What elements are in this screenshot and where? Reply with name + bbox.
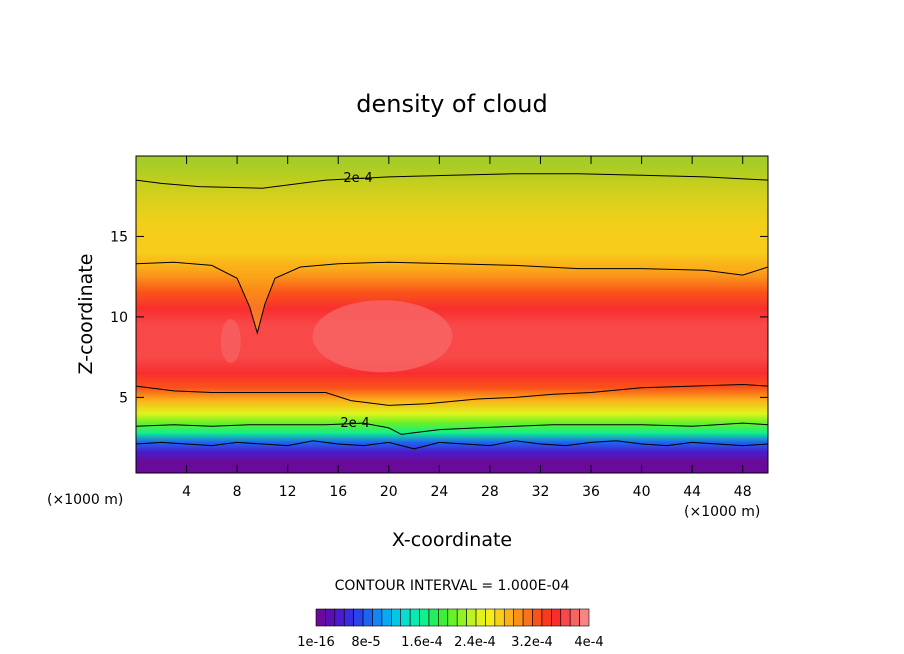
x-tick-label: 48 bbox=[734, 484, 752, 500]
colorbar-swatch bbox=[522, 608, 533, 627]
x-tick-label: 20 bbox=[380, 484, 398, 500]
colorbar-swatch bbox=[315, 608, 326, 627]
colorbar-swatch bbox=[485, 608, 496, 627]
contour-interval-text: CONTOUR INTERVAL = 1.000E-04 bbox=[335, 578, 570, 594]
plot-area bbox=[135, 155, 769, 474]
colorbar-swatch bbox=[381, 608, 392, 627]
colorbar-swatch bbox=[353, 608, 364, 627]
x-tick-label: 16 bbox=[329, 484, 347, 500]
colorbar-swatch bbox=[560, 608, 571, 627]
colorbar-swatch bbox=[325, 608, 336, 627]
colorbar-swatch bbox=[466, 608, 477, 627]
y-tick-label: 10 bbox=[110, 310, 128, 326]
upper-cloud-band bbox=[136, 156, 768, 333]
colorbar-swatch bbox=[419, 608, 430, 627]
x-tick-label: 4 bbox=[182, 484, 191, 500]
contour-line-2 bbox=[136, 383, 768, 406]
density-core bbox=[312, 300, 453, 373]
plot-frame bbox=[135, 155, 769, 474]
colorbar-swatch bbox=[475, 608, 486, 627]
x-tick-label: 28 bbox=[481, 484, 499, 500]
chart-title: density of cloud bbox=[356, 90, 547, 118]
colorbar-swatch bbox=[579, 608, 590, 627]
x-unit-right: (×1000 m) bbox=[684, 504, 760, 520]
colorbar-swatch bbox=[391, 608, 402, 627]
colorbar-swatch bbox=[456, 608, 467, 627]
colorbar-swatch bbox=[400, 608, 411, 627]
colorbar-swatch bbox=[503, 608, 514, 627]
colorbar-swatch bbox=[447, 608, 458, 627]
y-tick-label: 15 bbox=[110, 229, 128, 245]
contour-line-1 bbox=[136, 261, 768, 335]
density-core-left bbox=[220, 319, 241, 364]
x-tick-label: 40 bbox=[633, 484, 651, 500]
colorbar-swatch bbox=[569, 608, 580, 627]
colorbar-swatch bbox=[343, 608, 354, 627]
contour-label-lower: 2e-4 bbox=[340, 416, 369, 431]
colorbar-swatch bbox=[372, 608, 383, 627]
colorbar-swatch bbox=[438, 608, 449, 627]
x-tick-label: 32 bbox=[532, 484, 550, 500]
x-unit-left: (×1000 m) bbox=[47, 492, 123, 508]
x-axis-label: X-coordinate bbox=[392, 529, 512, 551]
contour-line-3 bbox=[136, 422, 768, 435]
colorbar-swatch bbox=[513, 608, 524, 627]
colorbar bbox=[315, 608, 590, 627]
x-tick-label: 24 bbox=[430, 484, 448, 500]
colorbar-swatch bbox=[494, 608, 505, 627]
colorbar-swatch bbox=[362, 608, 373, 627]
contour-line-0 bbox=[136, 173, 768, 189]
colorbar-label: 2.4e-4 bbox=[454, 635, 496, 650]
colorbar-swatch bbox=[409, 608, 420, 627]
x-tick-label: 8 bbox=[233, 484, 242, 500]
colorbar-swatch bbox=[428, 608, 439, 627]
colorbar-label: 8e-5 bbox=[351, 635, 380, 650]
colorbar-swatch bbox=[334, 608, 345, 627]
colorbar-label: 1.6e-4 bbox=[401, 635, 443, 650]
contour-label-upper: 2e-4 bbox=[343, 171, 372, 186]
colorbar-label: 4e-4 bbox=[574, 635, 603, 650]
x-tick-label: 44 bbox=[683, 484, 701, 500]
y-tick-label: 5 bbox=[119, 390, 128, 406]
colorbar-label: 3.2e-4 bbox=[511, 635, 553, 650]
x-tick-label: 12 bbox=[279, 484, 297, 500]
colorbar-label: 1e-16 bbox=[297, 635, 335, 650]
y-axis-label: Z-coordinate bbox=[75, 254, 97, 375]
contour-line-4 bbox=[136, 440, 768, 450]
x-tick-label: 36 bbox=[582, 484, 600, 500]
colorbar-swatch bbox=[532, 608, 543, 627]
colorbar-swatch bbox=[541, 608, 552, 627]
colorbar-swatch bbox=[551, 608, 562, 627]
